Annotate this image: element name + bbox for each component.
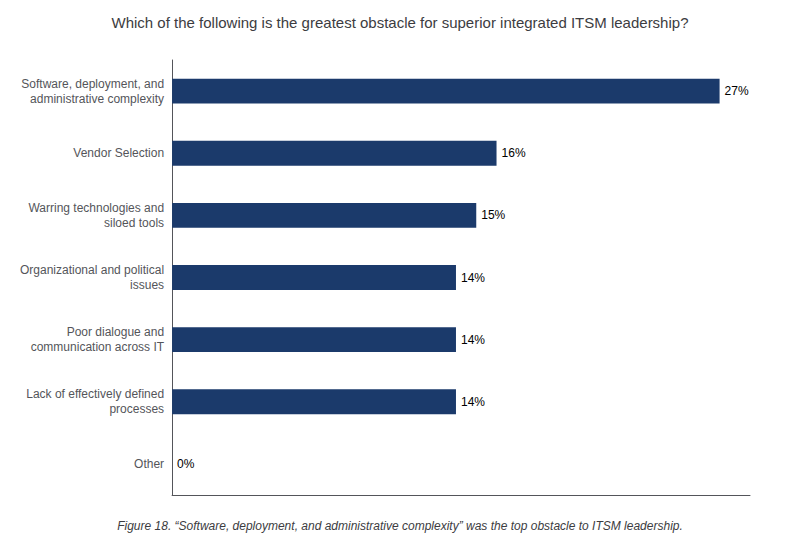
svg-text:siloed tools: siloed tools [104,216,164,230]
svg-text:15%: 15% [481,208,505,222]
svg-text:14%: 14% [461,395,485,409]
svg-text:14%: 14% [461,333,485,347]
svg-text:Poor dialogue and: Poor dialogue and [67,325,164,339]
svg-text:0%: 0% [177,457,195,471]
svg-text:processes: processes [109,402,164,416]
svg-text:Figure 18. “Software, deployme: Figure 18. “Software, deployment, and ad… [117,519,683,533]
svg-text:communication across IT: communication across IT [31,340,165,354]
svg-text:Software, deployment, and: Software, deployment, and [21,77,164,91]
svg-text:Lack of effectively defined: Lack of effectively defined [26,387,164,401]
svg-text:Which of the following is the: Which of the following is the greatest o… [112,14,689,31]
svg-text:administrative complexity: administrative complexity [30,92,164,106]
svg-text:16%: 16% [502,146,526,160]
svg-text:Vendor Selection: Vendor Selection [73,146,164,160]
svg-text:issues: issues [130,278,164,292]
svg-text:Warring technologies and: Warring technologies and [28,201,164,215]
svg-text:27%: 27% [725,84,749,98]
svg-text:Other: Other [134,457,164,471]
svg-text:14%: 14% [461,271,485,285]
svg-text:Organizational and political: Organizational and political [20,263,164,277]
